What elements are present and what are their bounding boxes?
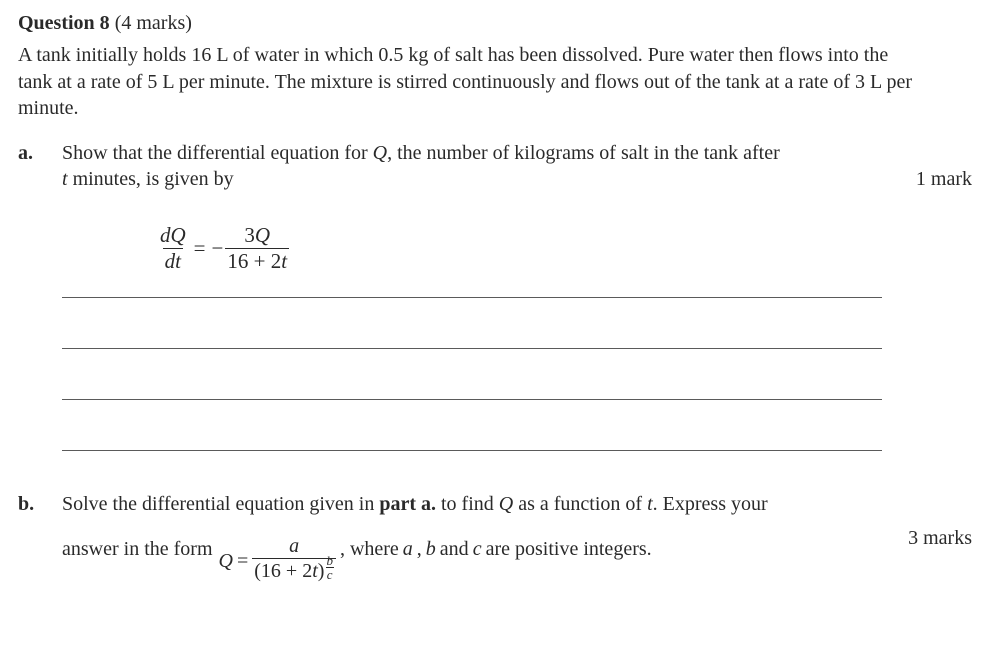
eqb-den-close: )	[318, 560, 325, 582]
eqb-exp-den: c	[326, 567, 334, 581]
part-b-l1-bold: part a.	[379, 493, 436, 515]
eqb-den: (16 + 2t)bc	[252, 558, 336, 587]
eq-rhs-den: 16 + 2t	[225, 248, 289, 273]
part-a-var-Q: Q	[373, 142, 387, 164]
exam-page: Question 8 (4 marks) A tank initially ho…	[0, 0, 995, 585]
eq-rhs-num-var: Q	[255, 223, 270, 247]
eq-rhs-den-const: 16	[227, 249, 248, 273]
part-b-row: b. Solve the differential equation given…	[18, 491, 973, 575]
eq-rhs-num: 3Q	[242, 224, 272, 248]
eqb-frac: a (16 + 2t)bc	[252, 535, 336, 587]
part-a-label: a.	[18, 140, 62, 166]
eq-negative: −	[212, 235, 224, 263]
part-a-text-2: minutes, is given by	[68, 168, 234, 190]
part-b-l1-Q: Q	[499, 493, 513, 515]
eqb-den-const: 16	[261, 560, 281, 582]
part-b-l1-suffix: . Express your	[653, 493, 768, 515]
part-b-l2-mid: , where	[340, 536, 399, 562]
question-number: Question 8	[18, 12, 110, 34]
answer-lines	[18, 296, 973, 451]
part-a-body: Show that the differential equation for …	[62, 140, 882, 193]
eq-rhs-frac: 3Q 16 + 2t	[225, 224, 289, 273]
eq-equals: =	[194, 235, 206, 263]
eq-rhs-num-coeff: 3	[244, 223, 255, 247]
part-b-l2-prefix: answer in the form	[62, 536, 213, 562]
answer-line	[62, 296, 882, 298]
eq-lhs-frac: dQ dt	[158, 224, 188, 273]
part-b-l1-prefix: Solve the differential equation given in	[62, 493, 379, 515]
part-b-line2: answer in the form Q = a (16 + 2t)bc , w…	[62, 523, 882, 575]
part-b-equation: Q = a (16 + 2t)bc	[219, 535, 336, 587]
eqb-den-plus: +	[286, 560, 297, 582]
eq-rhs-den-var: t	[281, 249, 287, 273]
part-b-l2-suffix: are positive integers.	[486, 536, 652, 562]
part-b-body: Solve the differential equation given in…	[62, 491, 882, 575]
eqb-den-coeff: 2	[302, 560, 312, 582]
answer-line	[62, 347, 882, 349]
part-a-equation: dQ dt = − 3Q 16 + 2t	[158, 224, 973, 273]
eqb-var: Q	[219, 548, 233, 574]
part-b-l1-mid: to find	[436, 493, 499, 515]
eqb-exp-num: b	[325, 554, 334, 567]
part-b-l2-and: and	[440, 536, 469, 562]
part-b-line1: Solve the differential equation given in…	[62, 491, 882, 517]
part-b-l2-c: c	[473, 536, 482, 562]
eq-lhs-num: dQ	[158, 224, 188, 248]
eqb-exp-frac: bc	[325, 554, 334, 581]
answer-line	[62, 398, 882, 400]
eq-rhs-den-plus: +	[254, 249, 266, 273]
question-header: Question 8 (4 marks)	[18, 10, 973, 36]
question-intro: A tank initially holds 16 L of water in …	[18, 42, 918, 121]
question-marks-total: (4 marks)	[115, 12, 192, 34]
part-b-l1-mid2: as a function of	[513, 493, 647, 515]
part-b-l2-a: a	[403, 536, 413, 562]
part-a-text-1a: Show that the differential equation for	[62, 142, 373, 164]
part-b-l2-comma: ,	[417, 536, 422, 562]
part-a-text-1b: , the number of kilograms of salt in the…	[387, 142, 780, 164]
eqb-den-open: (	[254, 560, 261, 582]
part-a-row: a. Show that the differential equation f…	[18, 140, 973, 193]
part-b-label: b.	[18, 491, 62, 517]
part-b-marks: 3 marks	[882, 491, 972, 551]
part-b-l2-b: b	[426, 536, 436, 562]
eqb-num: a	[287, 535, 301, 558]
eq-lhs-den: dt	[163, 248, 183, 273]
eqb-equals: =	[237, 548, 248, 574]
part-a-marks: 1 mark	[882, 140, 972, 192]
eq-rhs-den-coeff: 2	[271, 249, 282, 273]
answer-line	[62, 449, 882, 451]
